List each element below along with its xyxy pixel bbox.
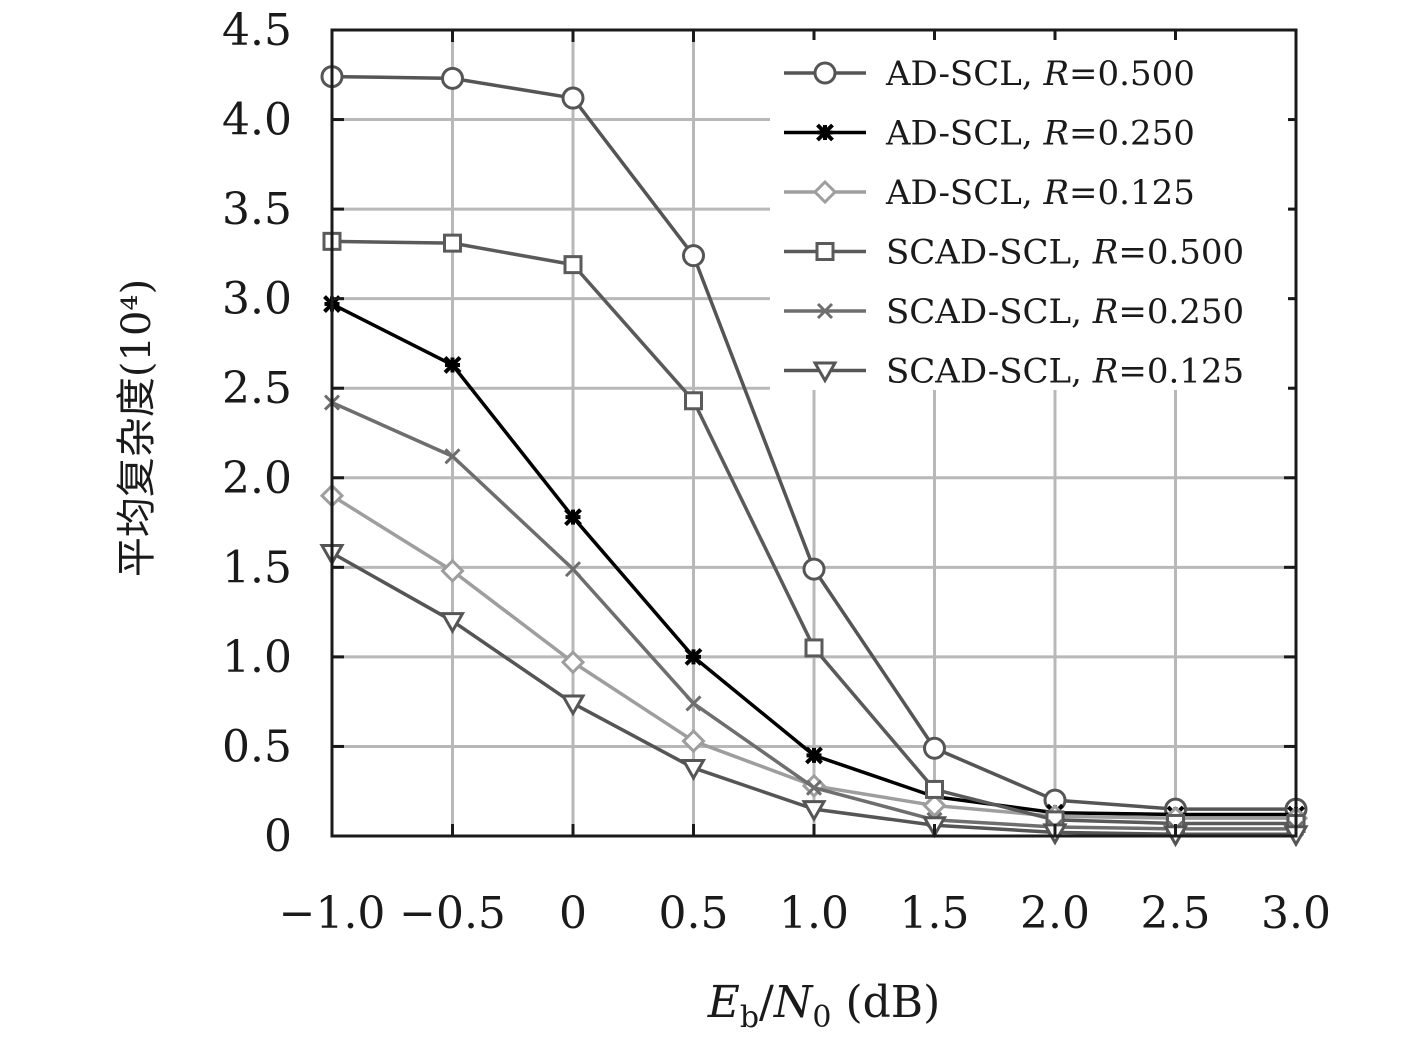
legend-box — [770, 40, 1288, 390]
y-tick-label: 3.0 — [222, 274, 292, 325]
data-point — [444, 448, 461, 465]
tick-labels: −1.0 −0.5 0 0.5 1.0 1.5 2.0 2.5 3.0 0 0.5 1.0 1.5 2.0… — [222, 5, 1331, 939]
x-tick-label: −1.0 — [279, 888, 386, 939]
data-point — [439, 612, 466, 635]
data-point — [804, 638, 824, 658]
legend-marker — [812, 179, 838, 205]
y-tick-label: 2.0 — [222, 453, 292, 504]
data-point — [684, 647, 703, 666]
x-tick-label: 2.5 — [1141, 888, 1211, 939]
data-point — [560, 694, 586, 717]
legend-marker — [815, 242, 835, 261]
data-point — [802, 557, 826, 581]
data-point — [805, 746, 823, 765]
legend-marker — [816, 302, 834, 320]
data-point — [441, 66, 464, 90]
x-tick-label: 1.0 — [779, 888, 849, 939]
data-point — [564, 508, 582, 527]
data-point — [685, 695, 702, 712]
x-tick-label: 2.0 — [1020, 888, 1090, 939]
legend-label: SCAD-SCL, R=0.500 — [886, 233, 1244, 273]
legend-label: AD-SCL, R=0.125 — [885, 173, 1195, 213]
legend-label: AD-SCL, R=0.250 — [885, 114, 1195, 154]
legend-entry: AD-SCL, R=0.500 — [784, 54, 1195, 94]
legend-label: SCAD-SCL, R=0.250 — [886, 292, 1244, 332]
x-tick-label: 0 — [559, 888, 587, 939]
data-point — [443, 356, 462, 374]
legend-entry: SCAD-SCL, R=0.250 — [784, 292, 1244, 332]
data-point — [684, 391, 703, 411]
y-tick-label: 2.5 — [222, 363, 292, 414]
data-point — [560, 650, 586, 675]
data-point — [564, 561, 582, 578]
legend-entry: SCAD-SCL, R=0.125 — [784, 352, 1244, 392]
x-tick-label: 1.5 — [900, 888, 970, 939]
y-tick-label: 0.5 — [222, 721, 292, 772]
legend: AD-SCL, R=0.500 AD-SCL, R=0.250 AD-SCL, R=… — [770, 40, 1288, 392]
legend-entry: AD-SCL, R=0.125 — [784, 173, 1195, 213]
legend-label: SCAD-SCL, R=0.125 — [886, 352, 1244, 392]
data-point — [925, 779, 944, 799]
y-tick-label: 4.0 — [222, 95, 292, 146]
legend-marker — [812, 361, 838, 384]
y-tick-label: 4.5 — [222, 5, 292, 56]
data-point — [801, 800, 827, 823]
x-tick-label: −0.5 — [399, 888, 506, 939]
data-point — [563, 255, 583, 275]
ticks — [330, 28, 1298, 838]
data-point — [922, 793, 947, 818]
data-point — [923, 736, 946, 760]
data-point — [805, 779, 823, 796]
y-tick-label: 3.5 — [222, 184, 292, 235]
legend-marker — [813, 61, 837, 85]
legend-entry: SCAD-SCL, R=0.500 — [784, 233, 1244, 273]
y-tick-label: 0 — [264, 811, 292, 862]
data-point — [682, 244, 705, 268]
legend-entry: AD-SCL, R=0.250 — [784, 114, 1195, 154]
data-point — [561, 86, 585, 110]
x-axis-label: Eb/N0 (dB) — [707, 977, 941, 1035]
legend-label: AD-SCL, R=0.500 — [885, 54, 1195, 94]
legend-marker — [816, 123, 834, 142]
y-axis-label: 平均复杂度(10⁴) — [114, 279, 160, 577]
data-point — [440, 558, 465, 584]
x-tick-label: 0.5 — [659, 888, 729, 939]
data-point — [681, 728, 706, 754]
y-tick-label: 1.0 — [222, 632, 292, 683]
x-tick-label: 3.0 — [1261, 888, 1331, 939]
y-tick-label: 1.5 — [222, 542, 292, 593]
data-point — [443, 233, 462, 253]
series-4 — [322, 231, 1306, 833]
data-point — [680, 758, 707, 781]
